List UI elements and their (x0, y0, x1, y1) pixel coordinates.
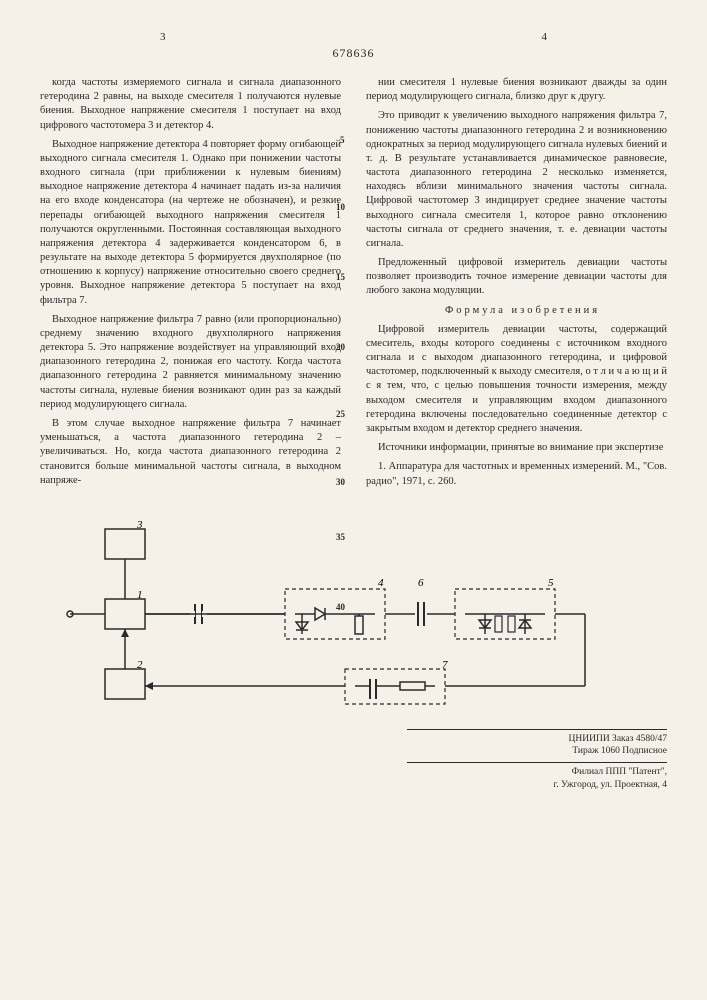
document-number: 678636 (40, 45, 667, 61)
para: Цифровой измеритель девиации частоты, со… (366, 323, 667, 436)
footer-line3: Филиал ППП "Патент", (40, 766, 667, 779)
block-label-3: 3 (136, 519, 143, 531)
line-num: 25 (336, 408, 345, 420)
para: когда частоты измеряемого сигнала и сигн… (40, 76, 341, 133)
text-columns: когда частоты измеряемого сигнала и сигн… (40, 76, 667, 494)
line-num: 15 (336, 271, 345, 283)
para: Источники информации, принятые во вниман… (366, 441, 667, 455)
block-label-2: 2 (137, 659, 143, 671)
footer-line2: Тираж 1060 Подписное (40, 745, 667, 758)
para: Предложенный цифровой измеритель девиаци… (366, 256, 667, 299)
para: Это приводит к увеличению выходного напр… (366, 109, 667, 251)
diagram-svg: 3 1 2 4 5 6 7 (40, 514, 667, 714)
formula-heading: Формула изобретения (366, 304, 667, 318)
block-label-7: 7 (442, 659, 448, 671)
block-label-6: 6 (418, 577, 424, 589)
footer-line4: г. Ужгород, ул. Проектная, 4 (40, 779, 667, 792)
block-label-1: 1 (137, 589, 143, 601)
right-column: нии смесителя 1 нулевые биения возникают… (366, 76, 667, 494)
para: Выходное напряжение фильтра 7 равно (или… (40, 313, 341, 412)
left-column: когда частоты измеряемого сигнала и сигн… (40, 76, 341, 494)
block-label-5: 5 (548, 577, 554, 589)
circuit-diagram: 3 1 2 4 5 6 7 (40, 514, 667, 714)
right-page-num: 4 (542, 30, 548, 45)
line-num: 20 (336, 341, 345, 353)
para: Выходное напряжение детектора 4 повторяе… (40, 138, 341, 308)
para: нии смесителя 1 нулевые биения возникают… (366, 76, 667, 104)
line-num: 30 (336, 476, 345, 488)
page-header: 3 4 (40, 30, 667, 45)
footer-line1: ЦНИИПИ Заказ 4580/47 (40, 733, 667, 746)
left-page-num: 3 (160, 30, 166, 45)
para: 1. Аппаратура для частотных и временных … (366, 460, 667, 488)
block-label-4: 4 (378, 577, 384, 589)
line-num: 10 (336, 201, 345, 213)
para: В этом случае выходное напряжение фильтр… (40, 417, 341, 488)
line-num: 5 (340, 134, 345, 146)
footer: ЦНИИПИ Заказ 4580/47 Тираж 1060 Подписно… (40, 729, 667, 792)
